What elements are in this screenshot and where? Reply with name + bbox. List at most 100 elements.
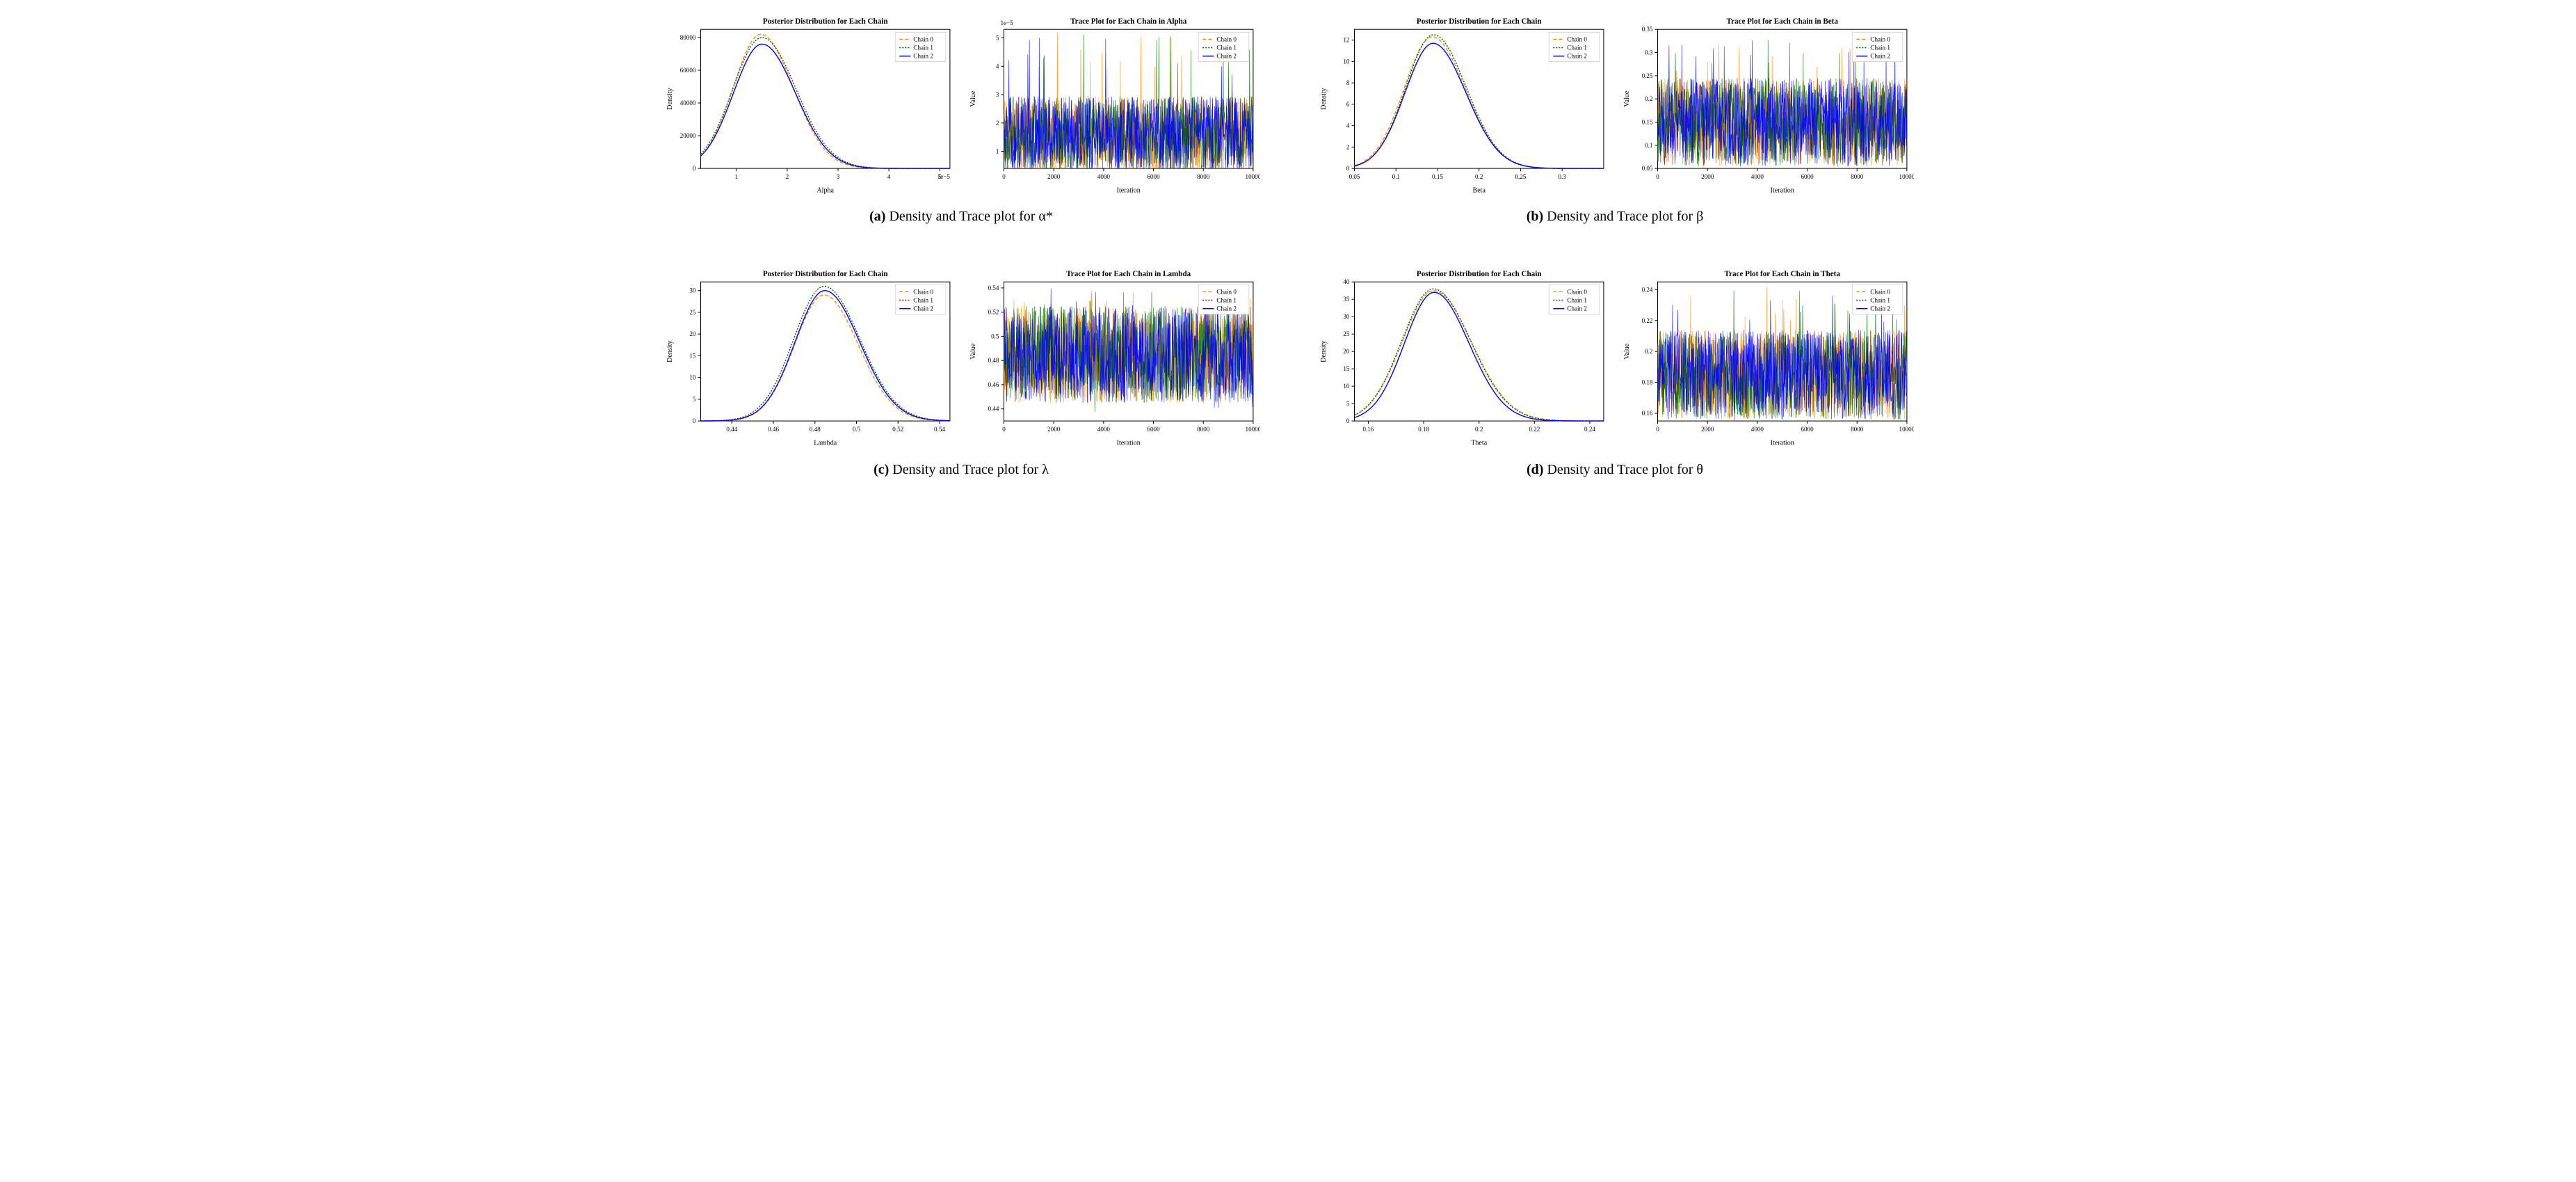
panel-caption: (a) Density and Trace plot for α* xyxy=(869,209,1053,225)
svg-text:0.16: 0.16 xyxy=(1642,410,1653,417)
density-chart: Posterior Distribution for Each Chain 0.1… xyxy=(1316,266,1611,449)
svg-text:0.48: 0.48 xyxy=(988,358,999,365)
svg-text:Iteration: Iteration xyxy=(1771,186,1794,194)
svg-text:Chain 0: Chain 0 xyxy=(913,289,933,296)
panel-c: Posterior Distribution for Each Chain0.4… xyxy=(662,266,1260,477)
svg-text:Chain 2: Chain 2 xyxy=(1870,53,1890,60)
svg-text:Trace Plot for Each Chain in T: Trace Plot for Each Chain in Theta xyxy=(1725,271,1841,279)
svg-text:Chain 2: Chain 2 xyxy=(1567,305,1587,312)
svg-text:Iteration: Iteration xyxy=(1771,440,1794,447)
svg-text:Chain 1: Chain 1 xyxy=(1567,297,1587,304)
svg-text:35: 35 xyxy=(1343,296,1350,303)
svg-text:0.54: 0.54 xyxy=(934,426,945,433)
svg-text:8: 8 xyxy=(1346,79,1350,86)
svg-text:Posterior Distribution for Eac: Posterior Distribution for Each Chain xyxy=(1417,271,1542,279)
svg-text:40000: 40000 xyxy=(680,99,696,106)
caption-text: Density and Trace plot for β xyxy=(1547,209,1703,224)
caption-text: Density and Trace plot for θ xyxy=(1547,462,1703,477)
svg-text:2: 2 xyxy=(786,173,789,180)
svg-text:30: 30 xyxy=(1343,314,1350,321)
svg-text:4: 4 xyxy=(887,173,891,180)
panel-charts: Posterior Distribution for Each Chain 1 2 3… xyxy=(662,14,1260,196)
svg-text:0: 0 xyxy=(1002,426,1006,433)
svg-text:0.3: 0.3 xyxy=(1558,173,1566,180)
svg-text:0.18: 0.18 xyxy=(1642,379,1653,386)
svg-text:10000: 10000 xyxy=(1246,426,1260,433)
svg-text:0.15: 0.15 xyxy=(1432,173,1443,180)
svg-text:Chain 0: Chain 0 xyxy=(1567,289,1587,296)
svg-text:1e−5: 1e−5 xyxy=(1000,19,1013,26)
svg-text:Posterior Distribution for Eac: Posterior Distribution for Each Chain xyxy=(763,17,888,26)
trace-slot: Trace Plot for Each Chain in Alpha020004… xyxy=(965,14,1260,196)
svg-text:Chain 1: Chain 1 xyxy=(913,44,933,51)
svg-text:60000: 60000 xyxy=(680,67,696,74)
trace-chart: Trace Plot for Each Chain in Lambda02000… xyxy=(965,266,1260,449)
svg-text:0.54: 0.54 xyxy=(988,285,999,291)
svg-text:2: 2 xyxy=(996,120,999,127)
svg-text:10: 10 xyxy=(689,374,696,381)
panel-charts: Posterior Distribution for Each Chain0.0… xyxy=(1316,14,1914,196)
svg-text:Chain 1: Chain 1 xyxy=(1870,297,1890,304)
svg-text:8000: 8000 xyxy=(1197,173,1210,180)
svg-text:0.22: 0.22 xyxy=(1529,426,1540,433)
caption-text: Density and Trace plot for λ xyxy=(892,462,1049,477)
panel-d: Posterior Distribution for Each Chain 0.1… xyxy=(1316,266,1914,477)
caption-letter: (d) xyxy=(1527,462,1543,477)
svg-text:Density: Density xyxy=(666,88,674,109)
svg-text:Density: Density xyxy=(1320,341,1328,362)
svg-text:Chain 2: Chain 2 xyxy=(1870,305,1890,312)
svg-text:Chain 2: Chain 2 xyxy=(913,305,933,312)
trace-chart: Trace Plot for Each Chain in Theta 0 2000 4… xyxy=(1619,266,1914,449)
svg-text:1: 1 xyxy=(996,148,999,155)
svg-text:0: 0 xyxy=(1346,165,1350,172)
panel-a: Posterior Distribution for Each Chain 1 2 3… xyxy=(662,14,1260,225)
trace-slot: Trace Plot for Each Chain in Beta0200040… xyxy=(1619,14,1914,196)
svg-text:30: 30 xyxy=(689,287,696,294)
svg-text:0.48: 0.48 xyxy=(810,426,821,433)
svg-text:2: 2 xyxy=(1346,143,1350,150)
svg-text:0.2: 0.2 xyxy=(1645,95,1653,102)
svg-text:Chain 0: Chain 0 xyxy=(913,35,933,42)
svg-text:0.44: 0.44 xyxy=(988,406,999,413)
svg-text:Chain 1: Chain 1 xyxy=(1216,44,1237,51)
svg-text:20: 20 xyxy=(1343,349,1350,356)
svg-text:Iteration: Iteration xyxy=(1117,186,1141,194)
density-slot: Posterior Distribution for Each Chain0.0… xyxy=(1316,14,1611,196)
density-chart: Posterior Distribution for Each Chain0.4… xyxy=(662,266,957,449)
svg-text:6000: 6000 xyxy=(1801,426,1814,433)
svg-text:3: 3 xyxy=(837,173,840,180)
svg-text:Chain 0: Chain 0 xyxy=(1216,289,1237,296)
svg-text:Density: Density xyxy=(1320,88,1328,109)
caption-letter: (b) xyxy=(1527,209,1543,224)
svg-text:0: 0 xyxy=(693,165,696,172)
svg-text:0.35: 0.35 xyxy=(1642,26,1653,33)
svg-text:Trace Plot for Each Chain in B: Trace Plot for Each Chain in Beta xyxy=(1726,17,1838,26)
svg-text:0.2: 0.2 xyxy=(1475,426,1483,433)
svg-text:Value: Value xyxy=(1623,344,1631,360)
svg-text:Trace Plot for Each Chain in A: Trace Plot for Each Chain in Alpha xyxy=(1070,17,1187,26)
svg-text:2000: 2000 xyxy=(1701,426,1714,433)
svg-text:10: 10 xyxy=(1343,58,1350,65)
svg-text:6000: 6000 xyxy=(1147,426,1160,433)
svg-text:4000: 4000 xyxy=(1751,426,1764,433)
svg-text:4: 4 xyxy=(996,63,999,70)
svg-text:6000: 6000 xyxy=(1147,173,1160,180)
svg-text:8000: 8000 xyxy=(1851,173,1864,180)
svg-text:4000: 4000 xyxy=(1097,426,1111,433)
svg-text:5: 5 xyxy=(1346,401,1350,408)
svg-text:0.3: 0.3 xyxy=(1645,49,1653,56)
svg-text:0.46: 0.46 xyxy=(988,381,999,388)
svg-text:Chain 0: Chain 0 xyxy=(1870,289,1890,296)
svg-text:Lambda: Lambda xyxy=(814,440,837,447)
density-slot: Posterior Distribution for Each Chain123… xyxy=(662,14,957,196)
svg-text:25: 25 xyxy=(689,309,696,316)
svg-text:Chain 2: Chain 2 xyxy=(1216,305,1237,312)
svg-text:8000: 8000 xyxy=(1197,426,1210,433)
svg-text:0: 0 xyxy=(1656,426,1659,433)
svg-text:2000: 2000 xyxy=(1701,173,1714,180)
caption-letter: (c) xyxy=(874,462,889,477)
svg-text:0.22: 0.22 xyxy=(1642,317,1653,324)
svg-text:80000: 80000 xyxy=(680,34,696,41)
svg-text:0.16: 0.16 xyxy=(1362,426,1374,433)
svg-text:Iteration: Iteration xyxy=(1117,440,1141,447)
